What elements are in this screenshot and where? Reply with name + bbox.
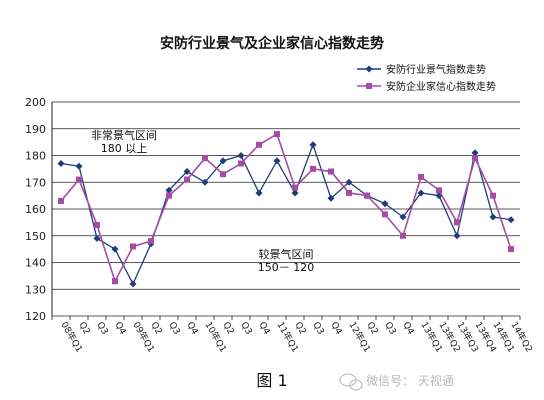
data-point (112, 278, 118, 285)
x-tick-label: Q4 (112, 321, 127, 337)
data-point (310, 165, 316, 172)
data-point (417, 189, 425, 197)
legend-item: 安防行业景气指数走势 (357, 63, 486, 76)
y-tick-label: 180 (25, 150, 46, 163)
data-point (346, 189, 352, 196)
figure-caption: 图 1 (256, 371, 287, 390)
x-tick-label: Q4 (256, 321, 271, 337)
y-tick-label: 150 (25, 230, 46, 243)
data-point (148, 238, 154, 245)
data-point (436, 187, 442, 194)
legend-marker (366, 83, 372, 89)
data-point (76, 176, 82, 183)
data-point (345, 178, 353, 186)
series (57, 131, 515, 288)
x-tick-label: Q4 (184, 321, 199, 337)
y-tick-label: 160 (25, 203, 46, 216)
x-tick-label: Q3 (310, 321, 325, 337)
data-point (219, 157, 227, 165)
data-point (309, 141, 317, 149)
data-point (291, 189, 299, 197)
data-point (202, 155, 208, 162)
y-tick-label: 130 (25, 283, 46, 296)
y-tick-label: 120 (25, 310, 46, 323)
data-point (94, 222, 100, 229)
data-point (201, 178, 209, 186)
chart-title: 安防行业景气及企业家信心指数走势 (160, 35, 384, 52)
data-point (364, 192, 370, 199)
data-point (471, 149, 479, 157)
watermark-text: 微信号： 天视通 (366, 373, 454, 388)
data-point (111, 245, 119, 253)
data-point (490, 192, 496, 199)
x-tick-label: Q2 (76, 321, 91, 337)
x-tick-label: Q2 (364, 321, 379, 337)
data-point (256, 141, 262, 148)
legend-label: 安防企业家信心指数走势 (386, 80, 496, 93)
data-point (220, 171, 226, 178)
data-point (327, 194, 335, 202)
data-point (58, 197, 64, 204)
data-point (399, 213, 407, 221)
legend-item: 安防企业家信心指数走势 (357, 80, 496, 93)
data-point (292, 184, 298, 191)
watermark: 微信号： 天视通 (339, 373, 454, 391)
data-point (165, 186, 173, 194)
data-point (93, 234, 101, 242)
data-point (166, 192, 172, 199)
data-point (454, 219, 460, 226)
data-point (57, 160, 65, 168)
data-point (400, 232, 406, 239)
series-2 (58, 131, 514, 285)
x-tick-label: Q2 (148, 321, 163, 337)
gridlines (52, 101, 520, 317)
x-tick-label: Q3 (382, 321, 397, 337)
y-tick-label: 170 (25, 176, 46, 189)
data-point (237, 152, 245, 159)
data-point (255, 189, 263, 197)
x-tick-label: Q4 (328, 321, 343, 337)
y-tick-label: 200 (25, 96, 46, 109)
mid-zone-label: 较景气区间 (259, 247, 314, 261)
data-point (507, 216, 515, 224)
data-point (273, 157, 281, 165)
data-point (382, 211, 388, 218)
data-point (472, 155, 478, 162)
legend-label: 安防行业景气指数走势 (386, 63, 486, 76)
data-point (328, 168, 334, 175)
series-1 (57, 141, 515, 288)
data-point (274, 131, 280, 138)
y-axis: 120 130 140 150 160 170 180 190 200 (25, 96, 53, 323)
high-zone-label: 非常景气区间 (91, 128, 157, 142)
y-tick-label: 190 (25, 123, 46, 136)
mid-zone-range: 150－ 120 (258, 261, 315, 274)
data-point (381, 200, 389, 208)
y-tick-label: 140 (25, 257, 46, 270)
data-point (508, 246, 514, 253)
data-point (489, 213, 497, 221)
x-tick-label: Q3 (94, 321, 109, 337)
data-point (418, 173, 424, 180)
data-point (453, 232, 461, 240)
wechat-icon (339, 373, 363, 391)
x-tick-label: Q2 (292, 321, 307, 337)
high-zone-range: 180 以上 (101, 142, 148, 155)
x-tick-label: Q2 (220, 321, 235, 337)
x-tick-label: Q3 (166, 321, 181, 337)
data-point (183, 168, 191, 176)
data-point (75, 162, 83, 170)
data-point (129, 280, 137, 288)
data-point (130, 243, 136, 250)
data-point (184, 176, 190, 183)
data-point (238, 160, 244, 167)
legend-marker (365, 65, 373, 73)
x-tick-label: Q3 (238, 321, 253, 337)
x-tick-label: Q4 (400, 321, 415, 337)
